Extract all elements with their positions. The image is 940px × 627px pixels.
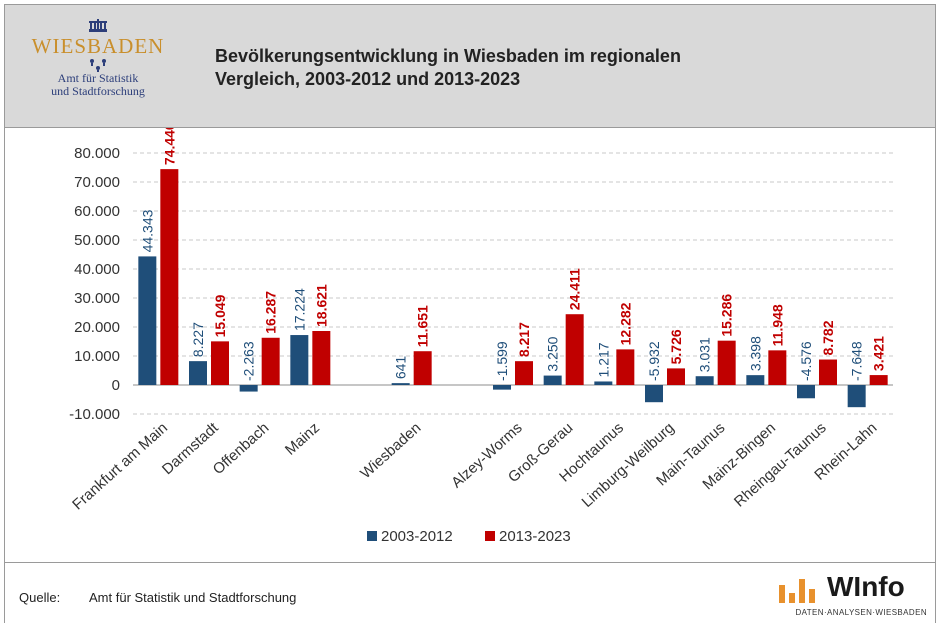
chart-title-line1: Bevölkerungsentwicklung in Wiesbaden im … <box>215 46 681 66</box>
legend-label: 2013-2023 <box>499 528 571 545</box>
x-category-label: Offenbach <box>210 419 273 478</box>
y-tick-label: 0 <box>112 377 120 394</box>
bar-series1 <box>645 385 663 403</box>
bar-series2 <box>869 375 888 385</box>
x-category-label: Rheingau-Taunus <box>731 419 830 510</box>
y-tick-label: 70.000 <box>74 174 120 191</box>
x-category-label: Wiesbaden <box>357 419 424 482</box>
bar-series2 <box>160 169 179 385</box>
bar-series1 <box>189 361 207 385</box>
source-note: Quelle: Amt für Statistik und Stadtforsch… <box>19 590 296 605</box>
data-label: 3.250 <box>545 336 561 371</box>
data-label: 44.343 <box>139 209 155 252</box>
bar-series1 <box>797 385 815 399</box>
y-tick-label: -10.000 <box>69 406 120 423</box>
bar-chart: -10.000 0 10.000 20.000 30.000 40.000 50.000 60… <box>69 122 893 545</box>
data-label: 74.440 <box>161 128 177 165</box>
logo-name: WIESBADEN <box>31 34 165 58</box>
x-category-label: Mainz <box>282 419 323 458</box>
bar-series2 <box>515 361 533 385</box>
bar-series2 <box>768 350 787 385</box>
y-tick-label: 80.000 <box>74 145 120 162</box>
data-label: 11.948 <box>769 304 785 346</box>
y-tick-label: 10.000 <box>74 348 120 365</box>
data-label: -5.932 <box>646 341 662 381</box>
data-label: 8.227 <box>190 322 206 357</box>
data-label: 3.031 <box>697 337 713 372</box>
crown-icon <box>89 19 107 32</box>
legend-label: 2003-2012 <box>381 528 453 545</box>
bar-series1 <box>391 383 410 385</box>
data-label: 12.282 <box>617 302 633 345</box>
data-label: 17.224 <box>291 288 307 331</box>
y-tick-label: 30.000 <box>74 290 120 307</box>
data-label: 3.421 <box>871 336 887 371</box>
data-label: 24.411 <box>567 268 583 310</box>
data-label: 11.651 <box>415 305 431 347</box>
report-frame: WIESBADEN Amt für Statistik und Stadtfor… <box>4 4 936 623</box>
y-tick-label: 60.000 <box>74 203 120 220</box>
winfo-logo: WInfo DATEN·ANALYSEN·WIESBADEN <box>777 569 927 619</box>
logo-subtitle-line1: Amt für Statistik <box>57 71 139 85</box>
data-label: -1.599 <box>494 341 510 381</box>
logo-subtitle-line2: und Stadtforschung <box>51 84 145 98</box>
bar-series2 <box>211 341 229 385</box>
data-label: -2.263 <box>241 341 257 381</box>
data-label: 5.726 <box>668 329 684 364</box>
bar-series2 <box>565 314 584 385</box>
y-tick-label: 40.000 <box>74 261 120 278</box>
fleur-de-lis-icon <box>90 59 106 72</box>
data-label: 15.286 <box>719 294 735 337</box>
data-label: -7.648 <box>849 341 865 381</box>
data-label: 15.049 <box>212 294 228 337</box>
source-text: Amt für Statistik und Stadtforschung <box>89 590 297 605</box>
data-label: 1.217 <box>595 342 611 377</box>
bar-series2 <box>667 368 685 385</box>
bar-series2 <box>616 349 635 385</box>
data-label: 8.217 <box>516 322 532 357</box>
bar-series2 <box>717 340 736 385</box>
legend-swatch <box>485 531 495 541</box>
bar-series2 <box>819 359 837 385</box>
chart-title: Bevölkerungsentwicklung in Wiesbaden im … <box>215 45 915 91</box>
data-label: 8.782 <box>820 320 836 355</box>
data-label: 3.398 <box>747 336 763 371</box>
bar-series1 <box>138 256 157 385</box>
wiesbaden-logo: WIESBADEN Amt für Statistik und Stadtfor… <box>13 19 183 115</box>
bar-series1 <box>695 376 714 385</box>
y-tick-label: 20.000 <box>74 319 120 336</box>
data-label: -4.576 <box>798 341 814 381</box>
bar-series1 <box>239 385 258 392</box>
data-label: 641 <box>393 356 409 380</box>
source-label: Quelle: <box>19 590 61 605</box>
chart-area: -10.000 0 10.000 20.000 30.000 40.000 50.000 60… <box>5 122 935 568</box>
bar-series1 <box>493 385 511 390</box>
brand-tagline: DATEN·ANALYSEN·WIESBADEN <box>795 608 927 617</box>
bar-series1 <box>594 381 613 385</box>
x-category-label: Limburg-Weilburg <box>579 419 678 511</box>
bar-chart-icon <box>779 579 815 603</box>
bar-series1 <box>847 385 866 408</box>
header-band: WIESBADEN Amt für Statistik und Stadtfor… <box>5 5 935 128</box>
bar-series1 <box>746 375 765 385</box>
bar-series1 <box>290 335 309 385</box>
legend-swatch <box>367 531 377 541</box>
data-label: 18.621 <box>313 284 329 327</box>
bar-series2 <box>413 351 432 385</box>
x-category-label: Frankfurt am Main <box>69 419 171 513</box>
brand-name: WInfo <box>827 571 905 602</box>
bar-series1 <box>543 375 562 385</box>
chart-title-line2: Vergleich, 2003-2012 und 2013-2023 <box>215 69 521 89</box>
bar-series2 <box>312 330 331 385</box>
bar-series2 <box>261 337 280 385</box>
y-tick-label: 50.000 <box>74 232 120 249</box>
data-label: 16.287 <box>263 291 279 334</box>
footer: Quelle: Amt für Statistik und Stadtforsch… <box>5 562 935 623</box>
